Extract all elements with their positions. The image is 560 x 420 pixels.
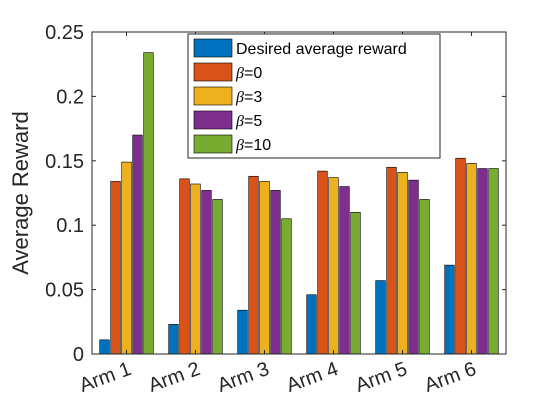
legend-swatch bbox=[193, 62, 233, 82]
bar-arm-5-series-0 bbox=[375, 280, 386, 355]
bar-arm-5-series-4 bbox=[419, 199, 430, 355]
bar-arm-1-series-0 bbox=[99, 339, 110, 355]
bar-arm-4-series-2 bbox=[328, 177, 339, 355]
bar-arm-4-series-1 bbox=[317, 170, 328, 355]
bar-arm-5-series-2 bbox=[397, 172, 408, 355]
bar-arm-4-series-3 bbox=[339, 186, 350, 355]
bar-arm-4-series-0 bbox=[306, 294, 317, 355]
bar-arm-1-series-2 bbox=[121, 161, 132, 355]
legend-label-value: =3 bbox=[244, 89, 262, 106]
legend-label: β=3 bbox=[235, 89, 262, 106]
legend-swatch bbox=[193, 134, 233, 154]
x-tick-label: Arm 4 bbox=[284, 358, 342, 397]
x-tick-label: Arm 5 bbox=[353, 358, 411, 397]
y-axis-title: Average Reward bbox=[8, 111, 33, 274]
legend-swatch bbox=[193, 86, 233, 106]
x-tick-label: Arm 1 bbox=[77, 358, 135, 397]
bar-arm-2-series-4 bbox=[212, 199, 223, 355]
legend-label-symbol: β bbox=[235, 137, 244, 154]
y-tick-label: 0.1 bbox=[56, 215, 84, 237]
legend-label: β=10 bbox=[235, 137, 271, 154]
x-tick-label: Arm 2 bbox=[146, 358, 204, 397]
bar-arm-2-series-3 bbox=[201, 190, 212, 355]
bar-arm-3-series-0 bbox=[237, 309, 248, 355]
y-tick-label: 0 bbox=[73, 344, 84, 366]
bar-arm-2-series-2 bbox=[190, 183, 201, 355]
bar-arm-3-series-2 bbox=[259, 181, 270, 355]
y-tick-label: 0.15 bbox=[45, 151, 84, 173]
x-tick-label: Arm 3 bbox=[215, 358, 273, 397]
bar-arm-3-series-3 bbox=[270, 190, 281, 355]
bar-arm-1-series-4 bbox=[143, 52, 154, 355]
legend-label-symbol: β bbox=[235, 113, 244, 130]
y-tick-label: 0.2 bbox=[56, 86, 84, 108]
legend-swatch bbox=[193, 110, 233, 130]
y-axis: 0 0.05 0.1 0.15 0.2 0.25 bbox=[45, 22, 506, 366]
bar-arm-6-series-3 bbox=[477, 168, 488, 355]
bar-arm-6-series-1 bbox=[455, 157, 466, 355]
bar-arm-6-series-4 bbox=[488, 168, 499, 355]
bar-arm-6-series-0 bbox=[444, 264, 455, 355]
y-tick-label: 0.05 bbox=[45, 280, 84, 302]
bar-arm-4-series-4 bbox=[350, 212, 361, 355]
bar-arm-3-series-4 bbox=[281, 218, 292, 355]
legend-swatch bbox=[193, 38, 233, 58]
bar-arm-2-series-1 bbox=[179, 178, 190, 355]
legend-label: β=0 bbox=[235, 65, 262, 82]
legend-label: β=5 bbox=[235, 113, 262, 130]
y-tick-label: 0.25 bbox=[45, 22, 84, 44]
bar-arm-3-series-1 bbox=[248, 175, 259, 355]
legend-label-symbol: β bbox=[235, 89, 244, 106]
legend-label-value: =10 bbox=[244, 137, 271, 154]
legend-label-symbol: β bbox=[235, 65, 244, 82]
legend-label: Desired average reward bbox=[236, 41, 407, 58]
bar-arm-2-series-0 bbox=[168, 324, 179, 355]
bar-arm-5-series-1 bbox=[386, 166, 397, 355]
plot-frame bbox=[91, 31, 507, 355]
bar-arm-5-series-3 bbox=[408, 179, 419, 355]
bar-arm-1-series-1 bbox=[110, 181, 121, 355]
x-tick-label: Arm 6 bbox=[422, 358, 480, 397]
legend-label-value: =0 bbox=[244, 65, 262, 82]
legend-label-value: =5 bbox=[244, 113, 262, 130]
bar-arm-1-series-3 bbox=[132, 134, 143, 355]
bar-arm-6-series-2 bbox=[466, 163, 477, 355]
